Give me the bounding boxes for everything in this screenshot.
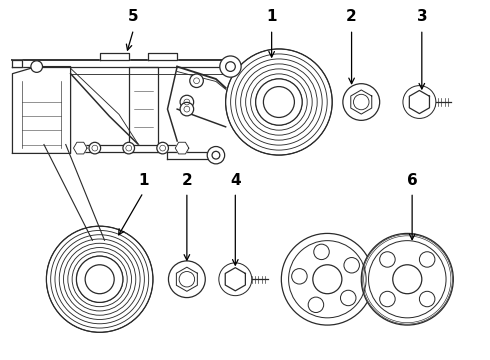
- Ellipse shape: [256, 79, 302, 125]
- Ellipse shape: [341, 290, 356, 306]
- Polygon shape: [80, 145, 187, 152]
- Polygon shape: [12, 60, 22, 67]
- Ellipse shape: [180, 102, 194, 116]
- Polygon shape: [225, 268, 245, 291]
- Text: 1: 1: [138, 172, 148, 188]
- Ellipse shape: [314, 244, 329, 260]
- Ellipse shape: [361, 233, 453, 325]
- Text: 2: 2: [181, 172, 192, 188]
- Ellipse shape: [157, 142, 169, 154]
- Ellipse shape: [180, 95, 194, 109]
- Ellipse shape: [419, 291, 435, 307]
- Ellipse shape: [207, 147, 224, 164]
- Ellipse shape: [219, 263, 252, 296]
- Polygon shape: [168, 152, 216, 159]
- Ellipse shape: [344, 257, 360, 273]
- Ellipse shape: [343, 84, 380, 120]
- Polygon shape: [99, 53, 129, 60]
- Polygon shape: [176, 267, 197, 291]
- Ellipse shape: [85, 265, 114, 294]
- Polygon shape: [175, 142, 189, 154]
- Text: 4: 4: [230, 172, 241, 188]
- Ellipse shape: [380, 291, 395, 307]
- Ellipse shape: [380, 252, 395, 267]
- Ellipse shape: [393, 265, 422, 294]
- Ellipse shape: [292, 269, 307, 284]
- Polygon shape: [351, 90, 372, 114]
- Text: 5: 5: [128, 9, 139, 24]
- Polygon shape: [74, 142, 87, 154]
- Polygon shape: [129, 67, 158, 152]
- Ellipse shape: [179, 271, 195, 287]
- Ellipse shape: [123, 142, 135, 154]
- Polygon shape: [148, 53, 177, 60]
- Ellipse shape: [403, 86, 436, 118]
- Polygon shape: [12, 67, 71, 153]
- Ellipse shape: [308, 297, 324, 312]
- Ellipse shape: [220, 56, 241, 77]
- Ellipse shape: [313, 265, 342, 294]
- Ellipse shape: [353, 94, 369, 110]
- Ellipse shape: [281, 233, 373, 325]
- Ellipse shape: [76, 256, 123, 302]
- Text: 6: 6: [407, 172, 417, 188]
- Ellipse shape: [264, 87, 294, 117]
- Ellipse shape: [190, 74, 203, 87]
- Text: 2: 2: [346, 9, 357, 24]
- Ellipse shape: [47, 226, 153, 332]
- Text: 3: 3: [416, 9, 427, 24]
- Ellipse shape: [225, 49, 332, 155]
- Text: 1: 1: [267, 9, 277, 24]
- Ellipse shape: [419, 252, 435, 267]
- Ellipse shape: [169, 261, 205, 298]
- Ellipse shape: [89, 142, 100, 154]
- Polygon shape: [409, 90, 429, 114]
- Ellipse shape: [31, 61, 43, 72]
